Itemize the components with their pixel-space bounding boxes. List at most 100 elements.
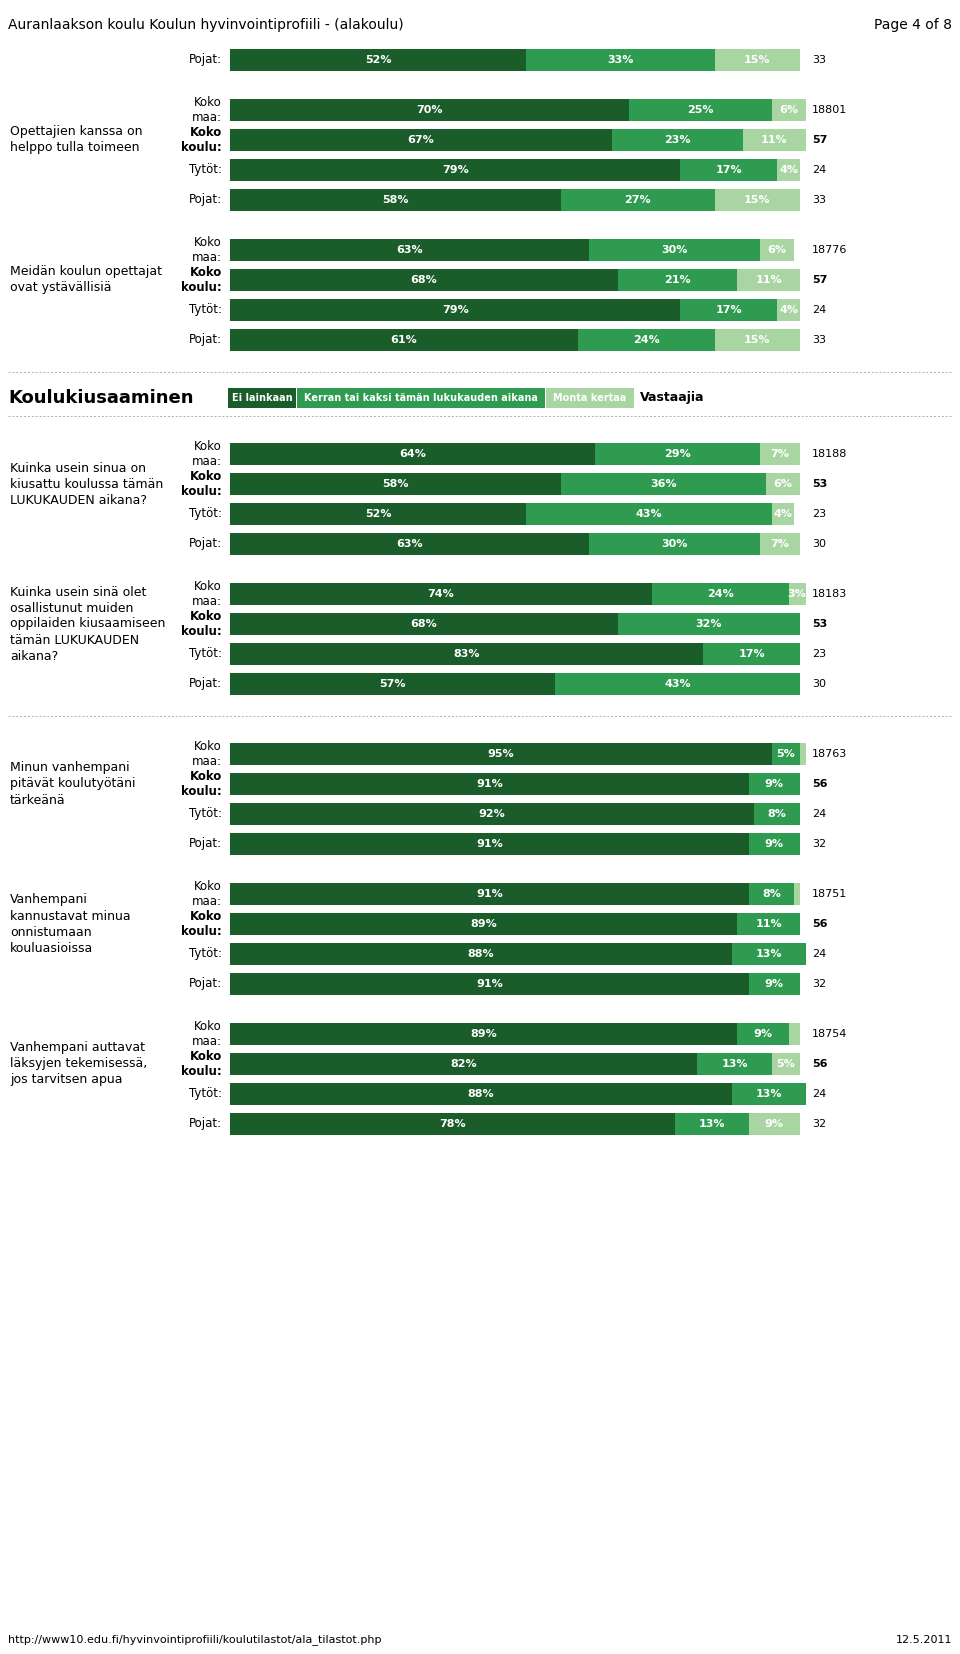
Bar bbox=[681, 299, 778, 321]
Text: 30: 30 bbox=[812, 539, 826, 549]
Bar bbox=[772, 743, 800, 766]
Text: Auranlaakson koulu Koulun hyvinvointiprofiili - (alakoulu): Auranlaakson koulu Koulun hyvinvointipro… bbox=[8, 18, 403, 31]
Text: 63%: 63% bbox=[396, 539, 422, 549]
Bar bbox=[760, 238, 794, 261]
Text: Vanhempani auttavat
läksyjen tekemisessä,
jos tarvitsen apua: Vanhempani auttavat läksyjen tekemisessä… bbox=[10, 1042, 147, 1087]
Text: 79%: 79% bbox=[442, 165, 468, 175]
Bar bbox=[578, 329, 714, 351]
Bar bbox=[230, 189, 561, 212]
Text: 9%: 9% bbox=[765, 1120, 784, 1130]
Bar bbox=[755, 802, 800, 825]
Text: 33: 33 bbox=[812, 195, 826, 205]
Bar bbox=[230, 883, 749, 905]
Bar bbox=[561, 473, 766, 495]
Text: 18188: 18188 bbox=[812, 448, 848, 460]
Bar bbox=[778, 159, 800, 180]
Bar bbox=[737, 1024, 788, 1045]
Text: 64%: 64% bbox=[399, 448, 426, 460]
Text: 6%: 6% bbox=[768, 245, 786, 255]
Text: Tytöt:: Tytöt: bbox=[189, 1087, 222, 1100]
Bar bbox=[749, 772, 800, 796]
Text: 18776: 18776 bbox=[812, 245, 848, 255]
Text: 11%: 11% bbox=[756, 920, 782, 930]
Bar bbox=[697, 1054, 772, 1075]
Text: 43%: 43% bbox=[664, 680, 691, 690]
Text: 95%: 95% bbox=[488, 749, 514, 759]
Text: 6%: 6% bbox=[780, 104, 798, 116]
Text: 70%: 70% bbox=[417, 104, 443, 116]
Text: 61%: 61% bbox=[391, 336, 418, 346]
Bar bbox=[743, 129, 805, 151]
Text: Tytöt:: Tytöt: bbox=[189, 303, 222, 316]
Text: Koko
maa:: Koko maa: bbox=[192, 1021, 222, 1049]
Text: http://www10.edu.fi/hyvinvointiprofiili/koulutilastot/ala_tilastot.php: http://www10.edu.fi/hyvinvointiprofiili/… bbox=[8, 1634, 381, 1646]
Text: 15%: 15% bbox=[744, 55, 771, 65]
Text: 13%: 13% bbox=[698, 1120, 725, 1130]
Text: Pojat:: Pojat: bbox=[189, 53, 222, 66]
Text: 8%: 8% bbox=[762, 888, 780, 900]
Text: 24: 24 bbox=[812, 1088, 827, 1098]
Text: 6%: 6% bbox=[774, 480, 792, 490]
Bar bbox=[526, 503, 772, 524]
Text: 33: 33 bbox=[812, 55, 826, 65]
Text: 33%: 33% bbox=[608, 55, 634, 65]
Text: 56: 56 bbox=[812, 920, 828, 930]
Text: 23: 23 bbox=[812, 509, 827, 519]
Text: 56: 56 bbox=[812, 779, 828, 789]
Text: 17%: 17% bbox=[715, 165, 742, 175]
Text: Vastaajia: Vastaajia bbox=[640, 392, 705, 405]
Text: 32: 32 bbox=[812, 839, 827, 849]
Text: 91%: 91% bbox=[476, 839, 503, 849]
Text: 57: 57 bbox=[812, 275, 828, 284]
Text: 21%: 21% bbox=[664, 275, 691, 284]
Text: Page 4 of 8: Page 4 of 8 bbox=[874, 18, 952, 31]
Bar bbox=[230, 238, 589, 261]
Bar bbox=[230, 329, 578, 351]
Bar bbox=[230, 973, 749, 996]
Text: 79%: 79% bbox=[442, 304, 468, 314]
Bar bbox=[772, 1054, 800, 1075]
Text: 9%: 9% bbox=[765, 979, 784, 989]
Text: 18754: 18754 bbox=[812, 1029, 848, 1039]
Bar bbox=[714, 329, 800, 351]
Bar bbox=[772, 99, 805, 121]
Text: 18763: 18763 bbox=[812, 749, 848, 759]
Text: Koko
koulu:: Koko koulu: bbox=[181, 1050, 222, 1078]
Text: Pojat:: Pojat: bbox=[189, 334, 222, 346]
Text: 63%: 63% bbox=[396, 245, 422, 255]
Text: 24: 24 bbox=[812, 165, 827, 175]
Text: 7%: 7% bbox=[771, 539, 789, 549]
Bar bbox=[617, 614, 800, 635]
Text: 4%: 4% bbox=[780, 165, 798, 175]
Text: 89%: 89% bbox=[470, 920, 497, 930]
Text: 5%: 5% bbox=[777, 1059, 795, 1068]
Text: 91%: 91% bbox=[476, 979, 503, 989]
Text: 57%: 57% bbox=[379, 680, 406, 690]
Text: 68%: 68% bbox=[411, 619, 437, 629]
Text: Tytöt:: Tytöt: bbox=[189, 164, 222, 177]
Text: Koko
koulu:: Koko koulu: bbox=[181, 266, 222, 294]
Bar bbox=[772, 503, 794, 524]
Text: 23%: 23% bbox=[664, 136, 690, 146]
Text: Koko
maa:: Koko maa: bbox=[192, 880, 222, 908]
Text: 88%: 88% bbox=[468, 1088, 494, 1098]
Text: 12.5.2011: 12.5.2011 bbox=[896, 1636, 952, 1646]
Text: 23: 23 bbox=[812, 648, 827, 658]
Bar bbox=[749, 834, 800, 855]
Text: 89%: 89% bbox=[470, 1029, 497, 1039]
Bar bbox=[230, 50, 526, 71]
Bar bbox=[555, 673, 800, 695]
Text: Koko
maa:: Koko maa: bbox=[192, 440, 222, 468]
Text: 53: 53 bbox=[812, 619, 828, 629]
Bar bbox=[749, 883, 794, 905]
Text: 15%: 15% bbox=[744, 195, 771, 205]
Text: Kuinka usein sinä olet
osallistunut muiden
oppilaiden kiusaamiseen
tämän LUKUKAU: Kuinka usein sinä olet osallistunut muid… bbox=[10, 586, 165, 663]
Bar bbox=[230, 129, 612, 151]
Text: 4%: 4% bbox=[780, 304, 798, 314]
Bar bbox=[230, 743, 772, 766]
Text: Pojat:: Pojat: bbox=[189, 194, 222, 207]
Text: 24%: 24% bbox=[633, 336, 660, 346]
Bar bbox=[230, 1054, 697, 1075]
Text: Tytöt:: Tytöt: bbox=[189, 948, 222, 961]
Bar bbox=[778, 299, 800, 321]
